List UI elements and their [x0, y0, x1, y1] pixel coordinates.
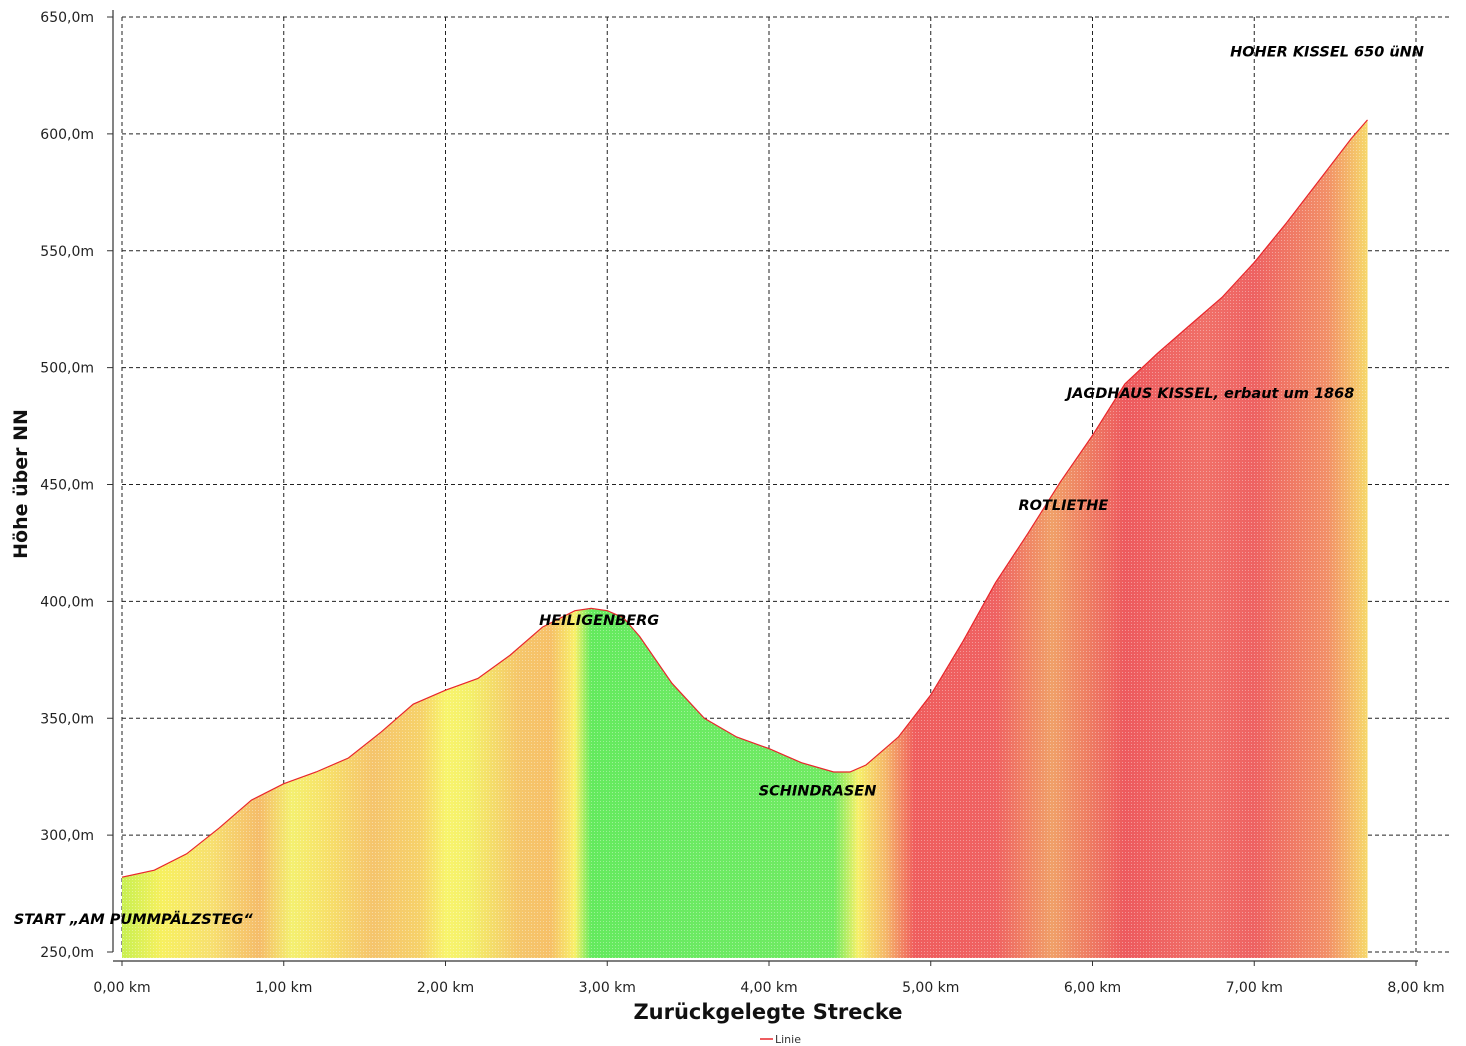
y-tick-label: 550,0m [40, 244, 94, 260]
axes [112, 10, 1418, 962]
legend: Linie [760, 1033, 801, 1046]
y-tick-label: 650,0m [40, 10, 94, 26]
y-tick-label: 500,0m [40, 361, 94, 377]
y-axis-title: Höhe über NN [10, 409, 32, 559]
series-layer [121, 119, 1368, 958]
x-tick-label: 8,00 km [1387, 980, 1444, 996]
x-tick-label: 4,00 km [740, 980, 797, 996]
x-tick-label: 0,00 km [93, 980, 150, 996]
annotation-label: HEILIGENBERG [539, 613, 659, 629]
x-tick-label: 3,00 km [579, 980, 636, 996]
x-tick-label: 2,00 km [417, 980, 474, 996]
x-tick-label: 1,00 km [255, 980, 312, 996]
y-tick-label: 450,0m [40, 478, 94, 494]
y-tick-label: 400,0m [40, 594, 94, 610]
x-tick-label: 5,00 km [902, 980, 959, 996]
elevation-line [121, 119, 1368, 878]
y-tick-label: 350,0m [40, 711, 94, 727]
annotation-label: SCHINDRASEN [759, 783, 877, 799]
annotations: START „AM PUMMPÄLZSTEG“ HEILIGENBERG SCHIN… [14, 45, 1424, 928]
y-tick-label: 300,0m [40, 828, 94, 844]
annotation-label: START „AM PUMMPÄLZSTEG“ [14, 911, 254, 928]
tick-labels: 0,00 km 1,00 km 2,00 km 3,00 km 4,00 km 5,00 … [40, 10, 1444, 996]
elevation-area-texture [122, 119, 1368, 958]
annotation-label: HOHER KISSEL 650 üNN [1230, 45, 1424, 61]
annotation-label: JAGDHAUS KISSEL, erbaut um 1868 [1064, 386, 1355, 402]
x-tick-label: 6,00 km [1064, 980, 1121, 996]
y-tick-label: 600,0m [40, 127, 94, 143]
x-axis-title: Zurückgelegte Strecke [633, 1000, 902, 1024]
x-tick-label: 7,00 km [1226, 980, 1283, 996]
legend-label-linie: Linie [775, 1033, 801, 1046]
y-tick-label: 250,0m [40, 945, 94, 961]
annotation-label: ROTLIETHE [1018, 498, 1108, 514]
